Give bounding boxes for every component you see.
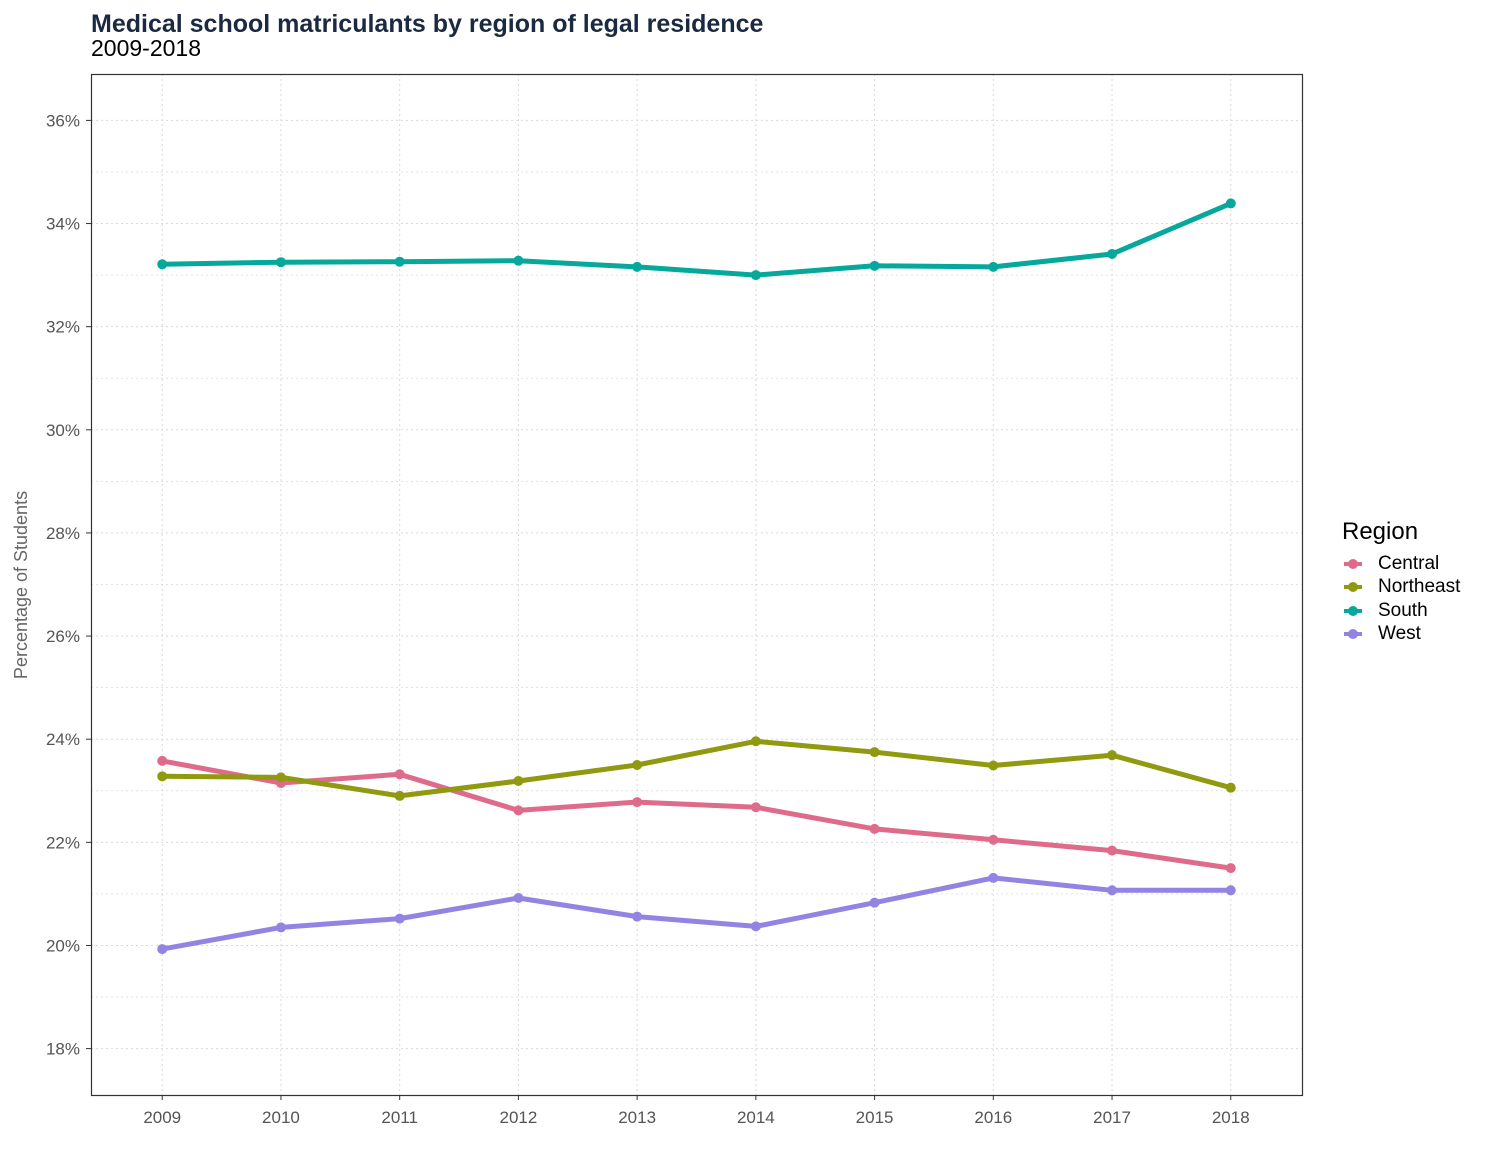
data-point-south [157,259,168,270]
x-tick-label: 2013 [618,1108,656,1127]
data-point-west [394,913,405,924]
x-tick-label: 2014 [737,1108,775,1127]
x-tick-label: 2011 [381,1108,418,1127]
legend-key-central [1342,558,1364,570]
data-point-west [275,922,286,933]
data-point-south [750,270,761,281]
data-point-central [157,755,168,766]
data-point-west [513,893,524,904]
data-point-south [988,261,999,272]
data-point-central [869,823,880,834]
y-tick-label: 22% [46,833,80,852]
legend-label: South [1378,599,1428,621]
data-point-central [394,769,405,780]
legend-key-west [1342,628,1364,640]
x-tick-label: 2016 [974,1108,1012,1127]
legend-item-south: South [1342,599,1460,623]
data-point-northeast [988,760,999,771]
series-layer [157,198,1236,955]
legend: Region Central Northeast South West [1342,518,1460,646]
series-west [157,872,1236,955]
series-line-northeast [159,738,1234,799]
data-point-west [869,897,880,908]
series-line-south [159,200,1234,278]
data-point-central [632,797,643,808]
y-tick-label: 28% [46,524,80,543]
series-northeast [157,736,1236,801]
legend-key-south [1342,605,1364,617]
series-central [157,755,1236,874]
data-point-northeast [513,775,524,786]
legend-item-west: West [1342,623,1460,647]
data-point-west [157,944,168,955]
data-point-northeast [394,790,405,801]
axis-layer: 18% 20% 22% 24% 26% 28% 30% 32% 34% 36% 2009 2010 20… [46,111,1250,1127]
data-point-west [988,872,999,883]
data-point-central [988,834,999,845]
data-point-south [869,260,880,271]
y-tick-label: 26% [46,627,80,646]
x-tick-label: 2012 [499,1108,537,1127]
chart-subtitle: 2009-2018 [91,35,201,61]
data-point-south [275,257,286,268]
panel-border [90,73,1304,1097]
grid-layer [91,74,1302,1095]
y-axis-title: Percentage of Students [11,491,31,679]
x-tick-label: 2017 [1093,1108,1131,1127]
y-tick-label: 36% [46,111,80,130]
data-point-south [513,255,524,266]
data-point-northeast [632,759,643,770]
data-point-northeast [750,736,761,747]
y-tick-label: 24% [46,730,80,749]
legend-key-dot [1348,605,1358,616]
legend-key-northeast [1342,581,1364,593]
x-tick-label: 2009 [143,1108,181,1127]
y-tick-label: 30% [46,421,80,440]
x-tick-label: 2015 [856,1108,894,1127]
legend-key-dot [1348,558,1358,569]
x-tick-label: 2010 [262,1108,300,1127]
data-point-south [394,256,405,267]
y-tick-label: 32% [46,318,80,337]
chart-title: Medical school matriculants by region of… [91,10,764,38]
legend-label: Central [1378,552,1440,574]
data-point-northeast [157,771,168,782]
data-point-west [1225,885,1236,896]
legend-items: Central Northeast South West [1342,552,1460,646]
legend-item-central: Central [1342,552,1460,576]
legend-label: West [1378,623,1421,645]
data-point-central [513,805,524,816]
legend-label: Northeast [1378,576,1461,598]
data-point-west [632,911,643,922]
data-point-central [750,802,761,813]
data-point-south [1107,248,1118,259]
legend-key-dot [1348,629,1358,640]
data-point-south [632,261,643,272]
x-tick-label: 2018 [1212,1108,1250,1127]
legend-key-dot [1348,582,1358,593]
y-tick-label: 18% [46,1040,80,1059]
data-point-west [750,921,761,932]
legend-title: Region [1342,518,1419,545]
data-point-northeast [1107,750,1118,761]
series-line-west [159,875,1234,952]
data-point-northeast [1225,782,1236,793]
data-point-northeast [275,772,286,783]
legend-item-northeast: Northeast [1342,576,1460,600]
y-tick-label: 20% [46,936,80,955]
data-point-west [1107,885,1118,896]
data-point-northeast [869,747,880,758]
y-tick-label: 34% [46,215,80,234]
data-point-central [1225,863,1236,874]
data-point-south [1225,198,1236,209]
data-point-central [1107,845,1118,856]
series-south [157,198,1236,281]
series-line-central [159,758,1234,871]
